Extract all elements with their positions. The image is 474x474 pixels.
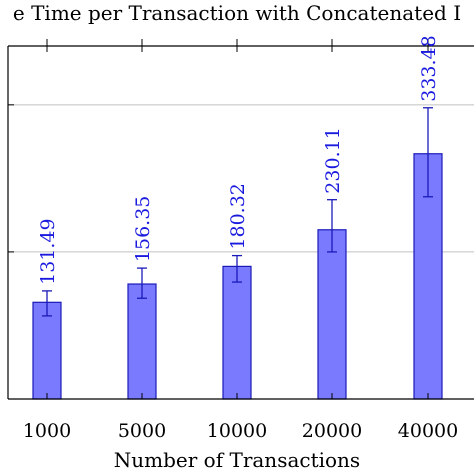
data-label: 180.32 (227, 183, 249, 249)
label-layer: 131.49 156.35 180.32 230.11 333.48 1000 5000 10… (23, 35, 458, 442)
bar (32, 301, 62, 400)
bar-layer (32, 107, 443, 400)
x-tick-label: 40000 (398, 420, 458, 442)
x-tick-label: 20000 (302, 420, 362, 442)
x-axis-title: Number of Transactions (114, 448, 360, 472)
grid-layer (8, 104, 474, 253)
chart-title: e Time per Transaction with Concatenated… (13, 1, 461, 25)
data-label: 131.49 (37, 218, 59, 284)
data-label: 230.11 (322, 127, 344, 193)
bar (222, 265, 252, 400)
axis-layer (7, 39, 474, 400)
x-tick-label: 10000 (207, 420, 267, 442)
bar (317, 229, 347, 400)
bar (127, 283, 157, 400)
data-label: 156.35 (132, 196, 154, 262)
data-label: 333.48 (418, 35, 440, 101)
x-tick-label: 5000 (118, 420, 166, 442)
x-tick-label: 1000 (23, 420, 71, 442)
